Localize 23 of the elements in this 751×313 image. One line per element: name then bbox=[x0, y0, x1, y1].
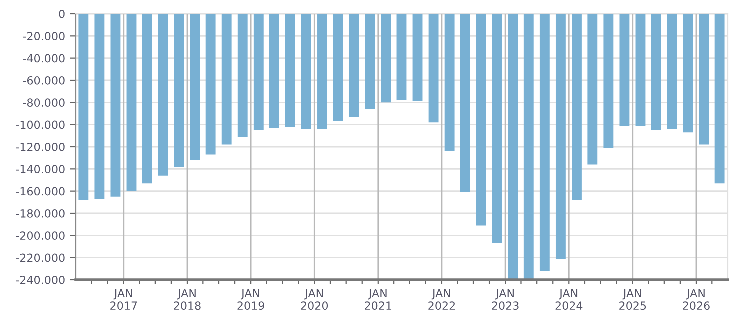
y-tick-label: -120.000 bbox=[16, 142, 65, 152]
x-tick-label: JAN 2018 bbox=[174, 289, 201, 310]
y-tick-label: -200.000 bbox=[16, 232, 65, 240]
y-tick-label: -60.000 bbox=[23, 76, 65, 85]
y-tick-label: -240.000 bbox=[16, 276, 65, 284]
y-tick-label: 0 bbox=[59, 10, 65, 18]
x-tick-label: JAN 2021 bbox=[365, 289, 392, 310]
y-tick-label: -100.000 bbox=[16, 120, 65, 130]
y-tick-label: -80.000 bbox=[23, 98, 65, 108]
x-tick-label: JAN 2020 bbox=[301, 289, 328, 310]
x-tick-label: JAN 2019 bbox=[238, 289, 264, 310]
y-tick-label: -40.000 bbox=[23, 54, 65, 63]
y-tick-label: -180.000 bbox=[16, 209, 65, 218]
x-tick-label: JAN 2022 bbox=[428, 289, 455, 310]
y-tick-label: -20.000 bbox=[23, 32, 65, 41]
y-tick-label: -140.000 bbox=[16, 165, 65, 174]
x-tick-label: JAN 2017 bbox=[110, 289, 138, 310]
y-tick-label: -160.000 bbox=[16, 187, 65, 196]
x-tick-label: JAN 2026 bbox=[683, 289, 710, 310]
y-tick-label: -220.000 bbox=[16, 254, 65, 262]
x-tick-label: JAN 2023 bbox=[492, 289, 519, 310]
x-tick-label: JAN 2025 bbox=[620, 289, 646, 310]
x-tick-label: JAN 2024 bbox=[556, 289, 583, 310]
